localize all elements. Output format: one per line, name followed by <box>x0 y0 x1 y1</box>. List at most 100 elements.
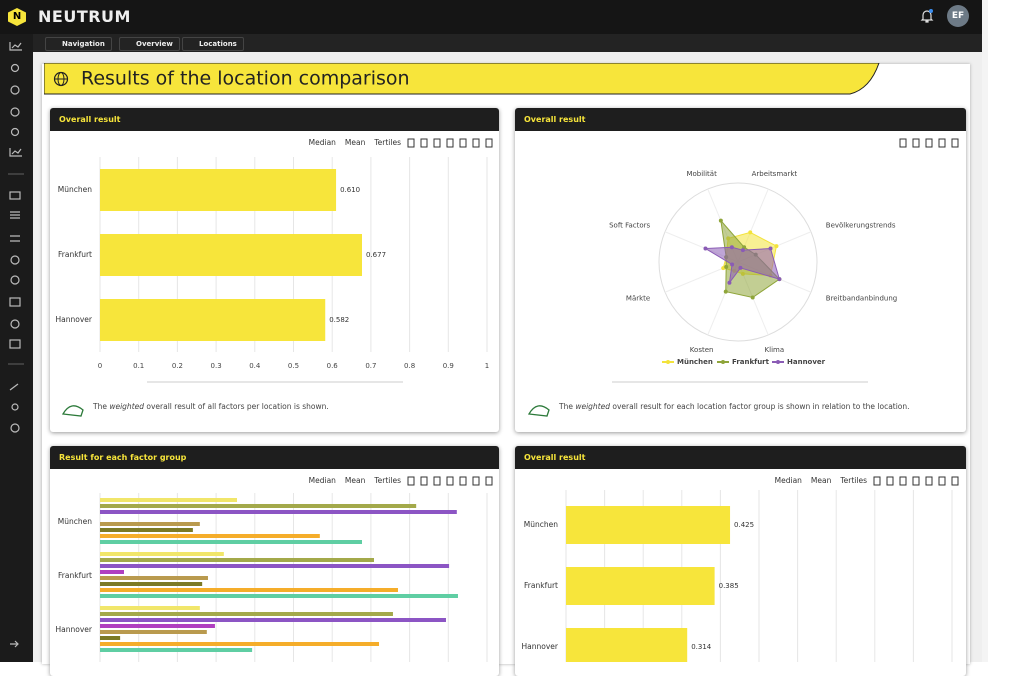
bell-icon[interactable] <box>920 8 934 24</box>
y-tick-label: München <box>58 185 92 194</box>
radar-point <box>724 264 729 269</box>
x-tick-label: 0 <box>98 362 102 370</box>
bar <box>100 612 393 616</box>
logo[interactable]: N <box>8 8 26 26</box>
legend-marker <box>666 360 670 364</box>
note: The weighted overall result of all facto… <box>93 402 329 411</box>
breadcrumb[interactable]: Locations <box>182 37 244 51</box>
legend-label: Frankfurt <box>732 358 770 366</box>
tool-icon <box>485 476 493 486</box>
legend-label: München <box>677 358 713 366</box>
radar-point <box>727 280 732 285</box>
axis-label: Bevölkerungstrends <box>826 222 896 230</box>
x-tick-label: 0.1 <box>133 362 144 370</box>
panel-title: Overall result <box>515 446 966 469</box>
note: The weighted overall result for each loc… <box>559 402 910 411</box>
axis-label: Kosten <box>690 346 714 354</box>
bar <box>100 642 380 646</box>
tool-icon <box>472 138 480 148</box>
top-bar: N NEUTRUM EF <box>0 0 982 34</box>
bar <box>566 628 688 662</box>
panel-title: Overall result <box>515 108 966 131</box>
sidebar-icons <box>8 42 24 648</box>
tool-icon <box>912 476 920 486</box>
sidebar <box>0 34 33 662</box>
value-label: 0.582 <box>329 316 349 324</box>
tool-icon <box>446 476 454 486</box>
y-tick-label: Frankfurt <box>524 581 558 590</box>
radar-point <box>777 277 782 282</box>
bar <box>100 504 417 508</box>
tool-button[interactable]: Median <box>309 476 337 485</box>
tool-icon <box>420 476 428 486</box>
x-tick-label: 1 <box>485 362 489 370</box>
breadcrumb[interactable]: Navigation <box>45 37 112 51</box>
axis-label: Klima <box>765 346 785 354</box>
bar <box>100 582 203 586</box>
y-tick-label: München <box>58 517 92 526</box>
y-tick-label: Hannover <box>522 642 559 651</box>
bar <box>100 169 337 211</box>
y-tick-label: München <box>524 520 558 529</box>
scrollbar[interactable] <box>982 0 988 662</box>
x-tick-label: 0.5 <box>288 362 299 370</box>
bar <box>100 540 362 544</box>
bar <box>100 594 458 598</box>
x-tick-label: 0.3 <box>211 362 222 370</box>
y-tick-label: Frankfurt <box>58 571 92 580</box>
radar-outline <box>658 182 818 342</box>
radar-point <box>748 230 753 235</box>
tool-icon <box>459 476 467 486</box>
bar <box>100 534 320 538</box>
tool-button[interactable]: Median <box>775 476 803 485</box>
bar <box>100 630 207 634</box>
x-tick-label: 0.7 <box>365 362 376 370</box>
avatar[interactable]: EF <box>947 5 969 27</box>
value-label: 0.314 <box>691 643 712 651</box>
tool-button[interactable]: Tertiles <box>373 476 401 485</box>
tool-icon <box>433 138 441 148</box>
axis-label: Mobilität <box>686 170 717 178</box>
tool-icon <box>899 476 907 486</box>
bar <box>100 648 253 652</box>
bar <box>100 624 215 628</box>
breadcrumb[interactable]: Overview <box>119 37 180 51</box>
breadcrumb-bar: Navigation Overview Locations <box>33 34 982 52</box>
tool-icon <box>459 138 467 148</box>
title-banner: Results of the location comparison <box>44 63 880 95</box>
brand[interactable]: NEUTRUM <box>38 7 131 26</box>
y-tick-label: Hannover <box>56 315 93 324</box>
tool-button[interactable]: Tertiles <box>373 138 401 147</box>
bar <box>100 299 326 341</box>
tool-icon <box>407 138 415 148</box>
tool-button[interactable]: Median <box>309 138 337 147</box>
hedgehog-icon <box>527 405 550 417</box>
tool-button[interactable]: Mean <box>811 476 832 485</box>
tool-icon <box>472 476 480 486</box>
bar <box>566 567 715 605</box>
y-tick-label: Frankfurt <box>58 250 92 259</box>
bar <box>566 506 731 544</box>
x-tick-label: 0.4 <box>249 362 261 370</box>
bar <box>100 234 362 276</box>
tool-icon <box>446 138 454 148</box>
tool-icon <box>912 138 920 148</box>
legend-label: Hannover <box>787 358 826 366</box>
tool-button[interactable]: Mean <box>345 138 366 147</box>
screen: N NEUTRUM EF Navigation Overview Locatio… <box>0 0 988 662</box>
tool-icon <box>925 138 933 148</box>
tool-button[interactable]: Mean <box>345 476 366 485</box>
bar <box>100 576 208 580</box>
x-tick-label: 0.9 <box>443 362 454 370</box>
tool-button[interactable]: Tertiles <box>839 476 867 485</box>
tool-icon <box>886 476 894 486</box>
x-tick-label: 0.2 <box>172 362 183 370</box>
tool-icon <box>899 138 907 148</box>
radar-point <box>730 262 735 267</box>
bar <box>100 636 121 640</box>
radar-point <box>738 265 743 270</box>
page-title: Results of the location comparison <box>81 68 410 90</box>
bar <box>100 558 374 562</box>
bar <box>100 564 450 568</box>
radar-point <box>723 289 728 294</box>
